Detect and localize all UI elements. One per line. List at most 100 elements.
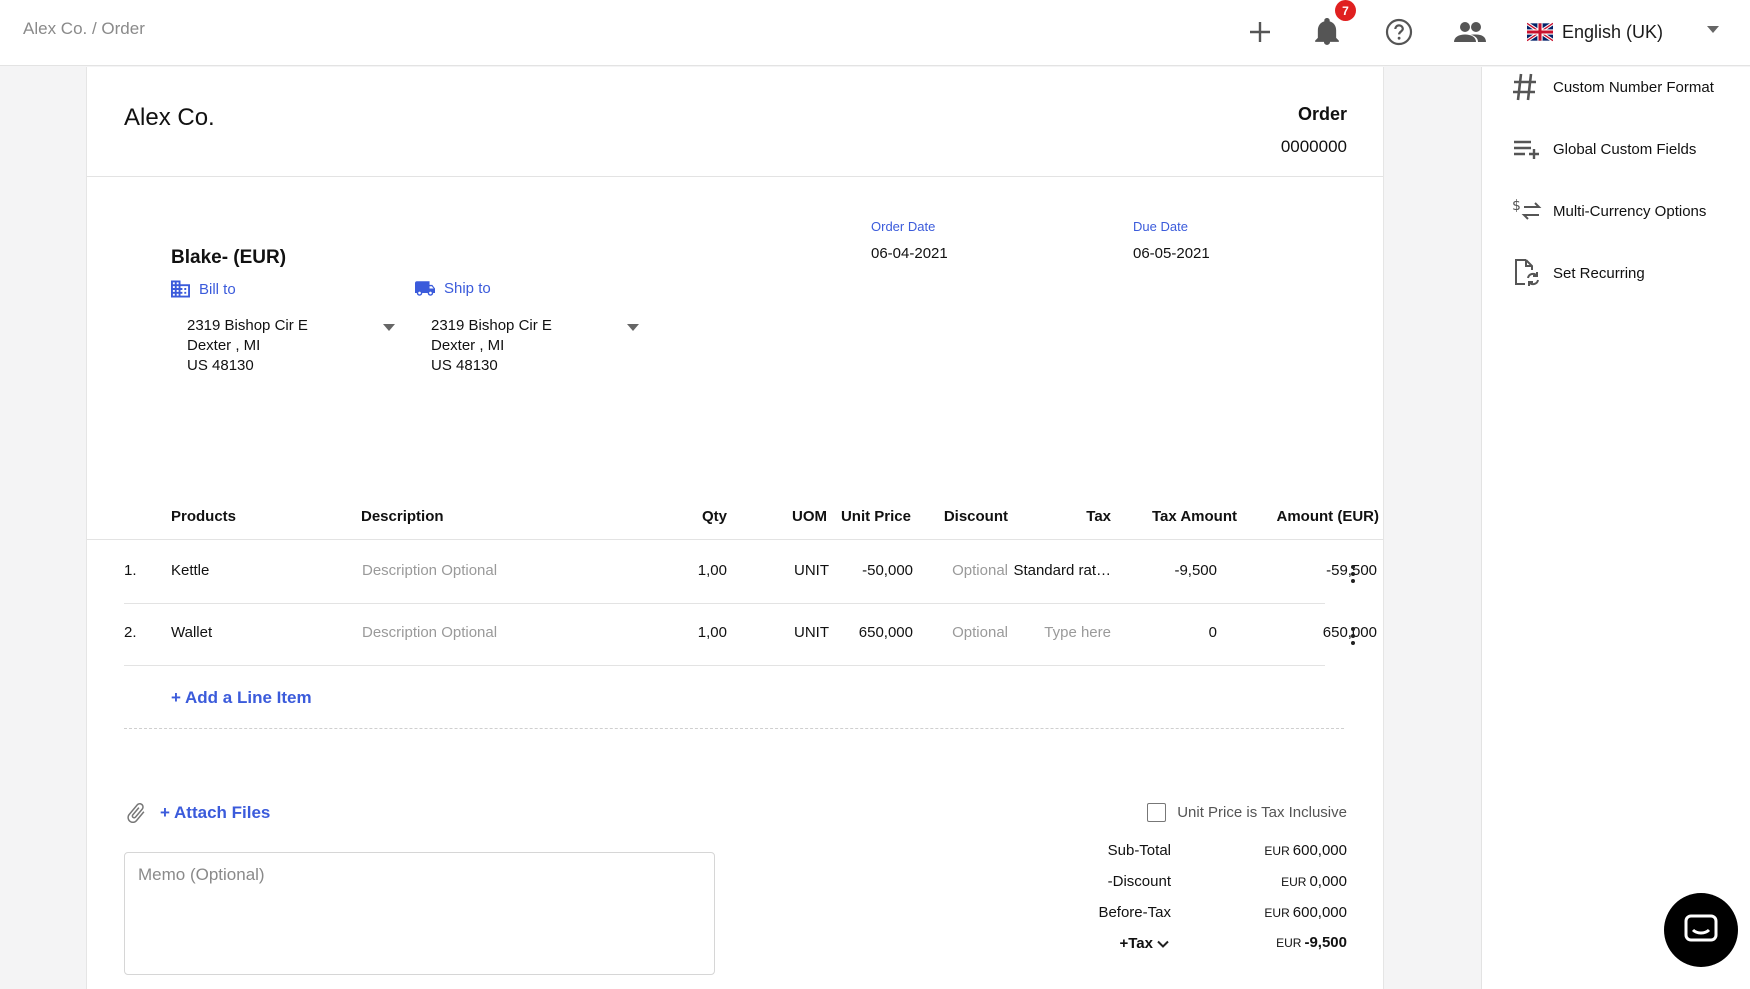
amount-value: -59,500 <box>1326 562 1377 579</box>
tax-amount-value: 0 <box>1208 624 1217 641</box>
multi-currency-option[interactable]: $ Multi-Currency Options <box>1512 195 1706 227</box>
before-tax-label: Before-Tax <box>1098 904 1171 921</box>
qty-field[interactable]: 1,00 <box>697 562 727 579</box>
row-menu-icon[interactable] <box>1351 627 1355 645</box>
bill-to-label: Bill to <box>199 280 236 298</box>
notifications-bell-icon[interactable] <box>1309 14 1345 50</box>
playlist-add-icon <box>1512 133 1548 165</box>
currency-exchange-icon: $ <box>1512 195 1548 227</box>
currency-code: EUR <box>1276 936 1302 950</box>
tax-inclusive-checkbox[interactable] <box>1147 803 1167 822</box>
building-icon <box>171 280 190 298</box>
address-line: US 48130 <box>431 357 498 374</box>
tax-field[interactable]: Type here <box>1044 624 1111 641</box>
order-date-field[interactable]: 06-04-2021 <box>871 245 948 262</box>
ship-to-label: Ship to <box>444 280 491 297</box>
col-header-tax-amount: Tax Amount <box>1152 508 1237 525</box>
uom-field[interactable]: UNIT <box>794 562 829 579</box>
discount-field[interactable]: Optional <box>952 624 1008 641</box>
due-date-field[interactable]: 06-05-2021 <box>1133 245 1210 262</box>
tax-inclusive-label: Unit Price is Tax Inclusive <box>1177 804 1347 821</box>
product-field[interactable]: Wallet <box>171 624 213 641</box>
people-icon[interactable] <box>1452 14 1488 50</box>
ship-to-header: Ship to <box>415 280 491 297</box>
subtotal-label: Sub-Total <box>1107 842 1171 859</box>
truck-icon <box>415 281 435 296</box>
document-number[interactable]: 0000000 <box>1280 137 1347 156</box>
product-field[interactable]: Kettle <box>171 562 210 579</box>
col-header-unit-price: Unit Price <box>840 508 911 525</box>
help-icon[interactable] <box>1381 14 1417 50</box>
address-line: 2319 Bishop Cir E <box>431 317 552 334</box>
address-line: Dexter , MI <box>431 337 505 354</box>
attach-files-button[interactable]: + Attach Files <box>124 801 270 825</box>
option-label: Set Recurring <box>1553 264 1645 282</box>
subtotal-value: EUR 600,000 <box>1264 842 1347 859</box>
discount-total-value: EUR 0,000 <box>1281 873 1347 890</box>
discount-total-label: -Discount <box>1107 873 1171 890</box>
global-custom-fields-option[interactable]: Global Custom Fields <box>1512 133 1696 165</box>
row-divider <box>124 603 1325 604</box>
col-header-qty: Qty <box>701 508 727 525</box>
currency-code: EUR <box>1264 844 1290 858</box>
svg-text:$: $ <box>1512 198 1521 214</box>
dashed-divider <box>124 728 1344 729</box>
col-header-uom: UOM <box>792 508 827 525</box>
col-header-discount: Discount <box>943 508 1008 525</box>
recurring-document-icon <box>1512 257 1548 289</box>
add-icon[interactable] <box>1242 14 1278 50</box>
options-panel: Custom Number Format Global Custom Field… <box>1481 67 1750 989</box>
memo-input[interactable] <box>124 852 715 975</box>
tax-total-value: EUR -9,500 <box>1276 934 1347 951</box>
row-number: 1. <box>124 562 137 579</box>
description-field[interactable]: Description Optional <box>362 562 498 579</box>
tax-field[interactable]: Standard rat… <box>1013 562 1111 579</box>
header-divider <box>87 176 1383 177</box>
option-label: Global Custom Fields <box>1553 140 1697 158</box>
description-field[interactable]: Description Optional <box>362 624 498 641</box>
discount-field[interactable]: Optional <box>952 562 1008 579</box>
top-bar: Alex Co. / Order 7 English (UK) <box>0 0 1750 66</box>
unit-price-field[interactable]: -50,000 <box>862 562 913 579</box>
tax-expand-chevron-icon[interactable] <box>1156 937 1170 956</box>
option-label: Custom Number Format <box>1553 78 1714 96</box>
amount-value: 650,000 <box>1322 624 1377 641</box>
col-header-amount: Amount (EUR) <box>1276 508 1379 525</box>
discount-total-amount: 0,000 <box>1309 873 1347 890</box>
col-header-products: Products <box>171 508 237 525</box>
add-line-item-button[interactable]: + Add a Line Item <box>171 688 312 707</box>
company-name: Alex Co. <box>124 104 215 131</box>
row-divider <box>124 665 1325 666</box>
tax-total-label[interactable]: +Tax <box>1119 935 1154 952</box>
ship-to-dropdown-icon[interactable] <box>627 324 639 331</box>
tax-total-amount: -9,500 <box>1304 934 1347 951</box>
tax-amount-value: -9,500 <box>1174 562 1217 579</box>
breadcrumb[interactable]: Alex Co. / Order <box>23 19 145 38</box>
due-date-label: Due Date <box>1133 219 1188 234</box>
chat-launcher-button[interactable] <box>1664 893 1738 967</box>
ship-to-address[interactable]: 2319 Bishop Cir E Dexter , MI US 48130 <box>431 316 641 376</box>
address-line: US 48130 <box>187 357 254 374</box>
document-type: Order <box>1297 104 1347 124</box>
currency-code: EUR <box>1281 875 1307 889</box>
row-number: 2. <box>124 624 137 641</box>
customer-name[interactable]: Blake- (EUR) <box>171 247 287 268</box>
row-menu-icon[interactable] <box>1351 565 1355 583</box>
unit-price-field[interactable]: 650,000 <box>858 624 913 641</box>
hash-icon <box>1512 71 1548 103</box>
bill-to-header: Bill to <box>171 280 236 298</box>
chat-icon <box>1684 914 1718 942</box>
subtotal-amount: 600,000 <box>1292 842 1347 859</box>
language-selector[interactable]: English (UK) <box>1527 15 1727 49</box>
tax-inclusive-toggle[interactable]: Unit Price is Tax Inclusive <box>1147 803 1347 822</box>
custom-number-format-option[interactable]: Custom Number Format <box>1512 71 1714 103</box>
before-tax-amount: 600,000 <box>1292 904 1347 921</box>
attach-files-label: + Attach Files <box>160 803 271 822</box>
uom-field[interactable]: UNIT <box>794 624 829 641</box>
col-header-description: Description <box>361 508 444 525</box>
qty-field[interactable]: 1,00 <box>697 624 727 641</box>
bill-to-dropdown-icon[interactable] <box>383 324 395 331</box>
col-header-tax: Tax <box>1086 508 1111 525</box>
set-recurring-option[interactable]: Set Recurring <box>1512 257 1645 289</box>
bill-to-address[interactable]: 2319 Bishop Cir E Dexter , MI US 48130 <box>187 316 397 376</box>
